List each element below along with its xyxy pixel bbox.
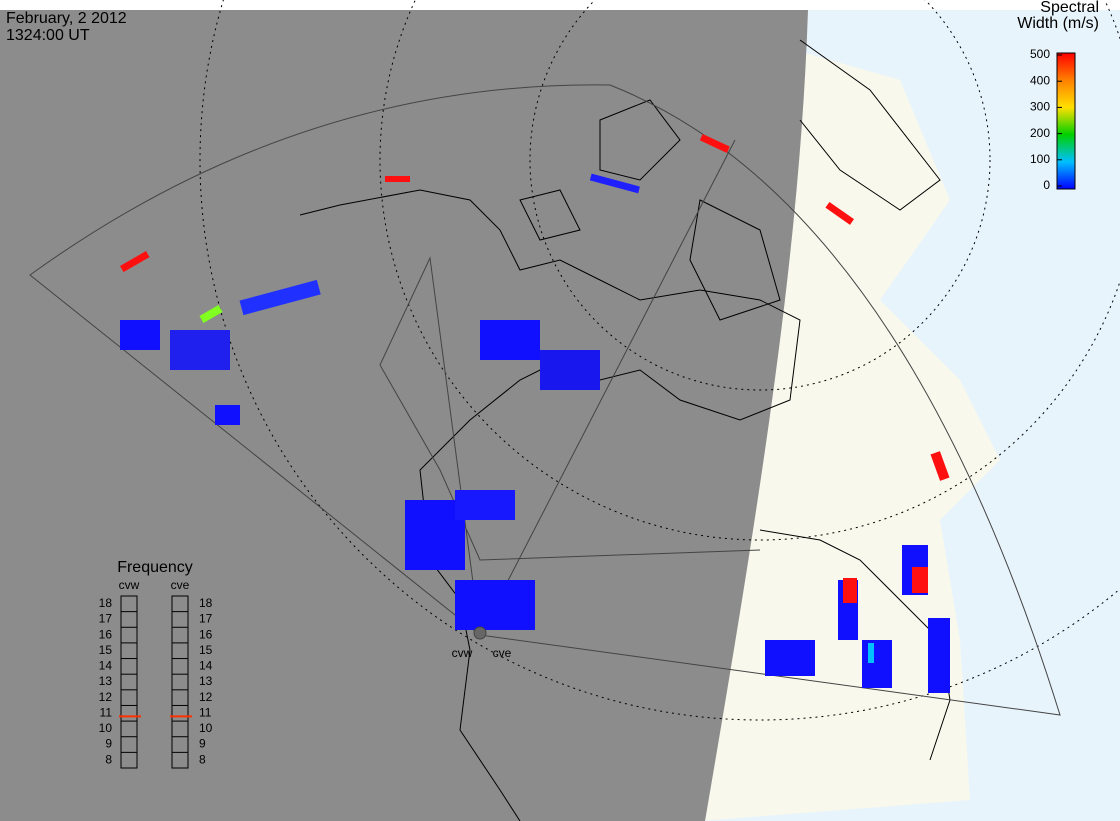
colorbar-tick-label: 100 xyxy=(1030,152,1050,166)
frequency-tick-label: 9 xyxy=(105,737,112,751)
frequency-tick-label: 9 xyxy=(199,737,206,751)
date: February, 2 2012 xyxy=(6,10,127,27)
coastlines xyxy=(299,39,951,821)
colorbar-title: Spectral xyxy=(1040,0,1099,16)
time: 1324:00 UT xyxy=(6,27,90,44)
frequency-tick-label: 16 xyxy=(99,627,113,641)
latitude-circles xyxy=(199,0,1120,721)
frequency-tick-label: 13 xyxy=(199,674,213,688)
colorbar-tick-label: 300 xyxy=(1030,100,1050,114)
colorbar xyxy=(1056,52,1076,190)
frequency-tick-label: 18 xyxy=(199,596,213,610)
frequency-tick-label: 8 xyxy=(105,752,112,766)
frequency-title: Frequency xyxy=(117,559,193,576)
frequency-tick-label: 10 xyxy=(199,721,213,735)
frequency-tick-label: 10 xyxy=(99,721,113,735)
night-region xyxy=(0,10,808,821)
radar-label: cvw xyxy=(452,646,473,660)
radar-label: cve xyxy=(493,646,512,660)
frequency-tick-label: 11 xyxy=(100,705,113,719)
frequency-tick-label: 14 xyxy=(99,659,113,673)
colorbar-tick-label: 400 xyxy=(1030,73,1050,87)
colorbar-tick-label: 500 xyxy=(1030,47,1050,61)
frequency-tick-label: 18 xyxy=(99,596,113,610)
frequency-tick-label: 13 xyxy=(99,674,113,688)
radar-name: cvw xyxy=(119,578,140,592)
frequency-tick-label: 12 xyxy=(99,690,113,704)
radar-site xyxy=(473,626,487,640)
radar-name: cve xyxy=(171,578,190,592)
frequency-tick-label: 17 xyxy=(99,612,113,626)
frequency-tick-label: 11 xyxy=(199,705,212,719)
colorbar-title: Width (m/s) xyxy=(1017,15,1099,32)
frequency-tick-label: 17 xyxy=(199,612,213,626)
frequency-tick-label: 15 xyxy=(99,643,113,657)
frequency-tick-label: 16 xyxy=(199,627,213,641)
frequency-tick-label: 8 xyxy=(199,752,206,766)
radar-echoes xyxy=(120,133,950,693)
colorbar-tick-label: 0 xyxy=(1043,178,1050,192)
colorbar-tick-label: 200 xyxy=(1030,126,1050,140)
frequency-tick-label: 12 xyxy=(199,690,213,704)
top-band xyxy=(0,0,1120,10)
frequency-tick-label: 14 xyxy=(199,659,213,673)
frequency-tick-label: 15 xyxy=(199,643,213,657)
